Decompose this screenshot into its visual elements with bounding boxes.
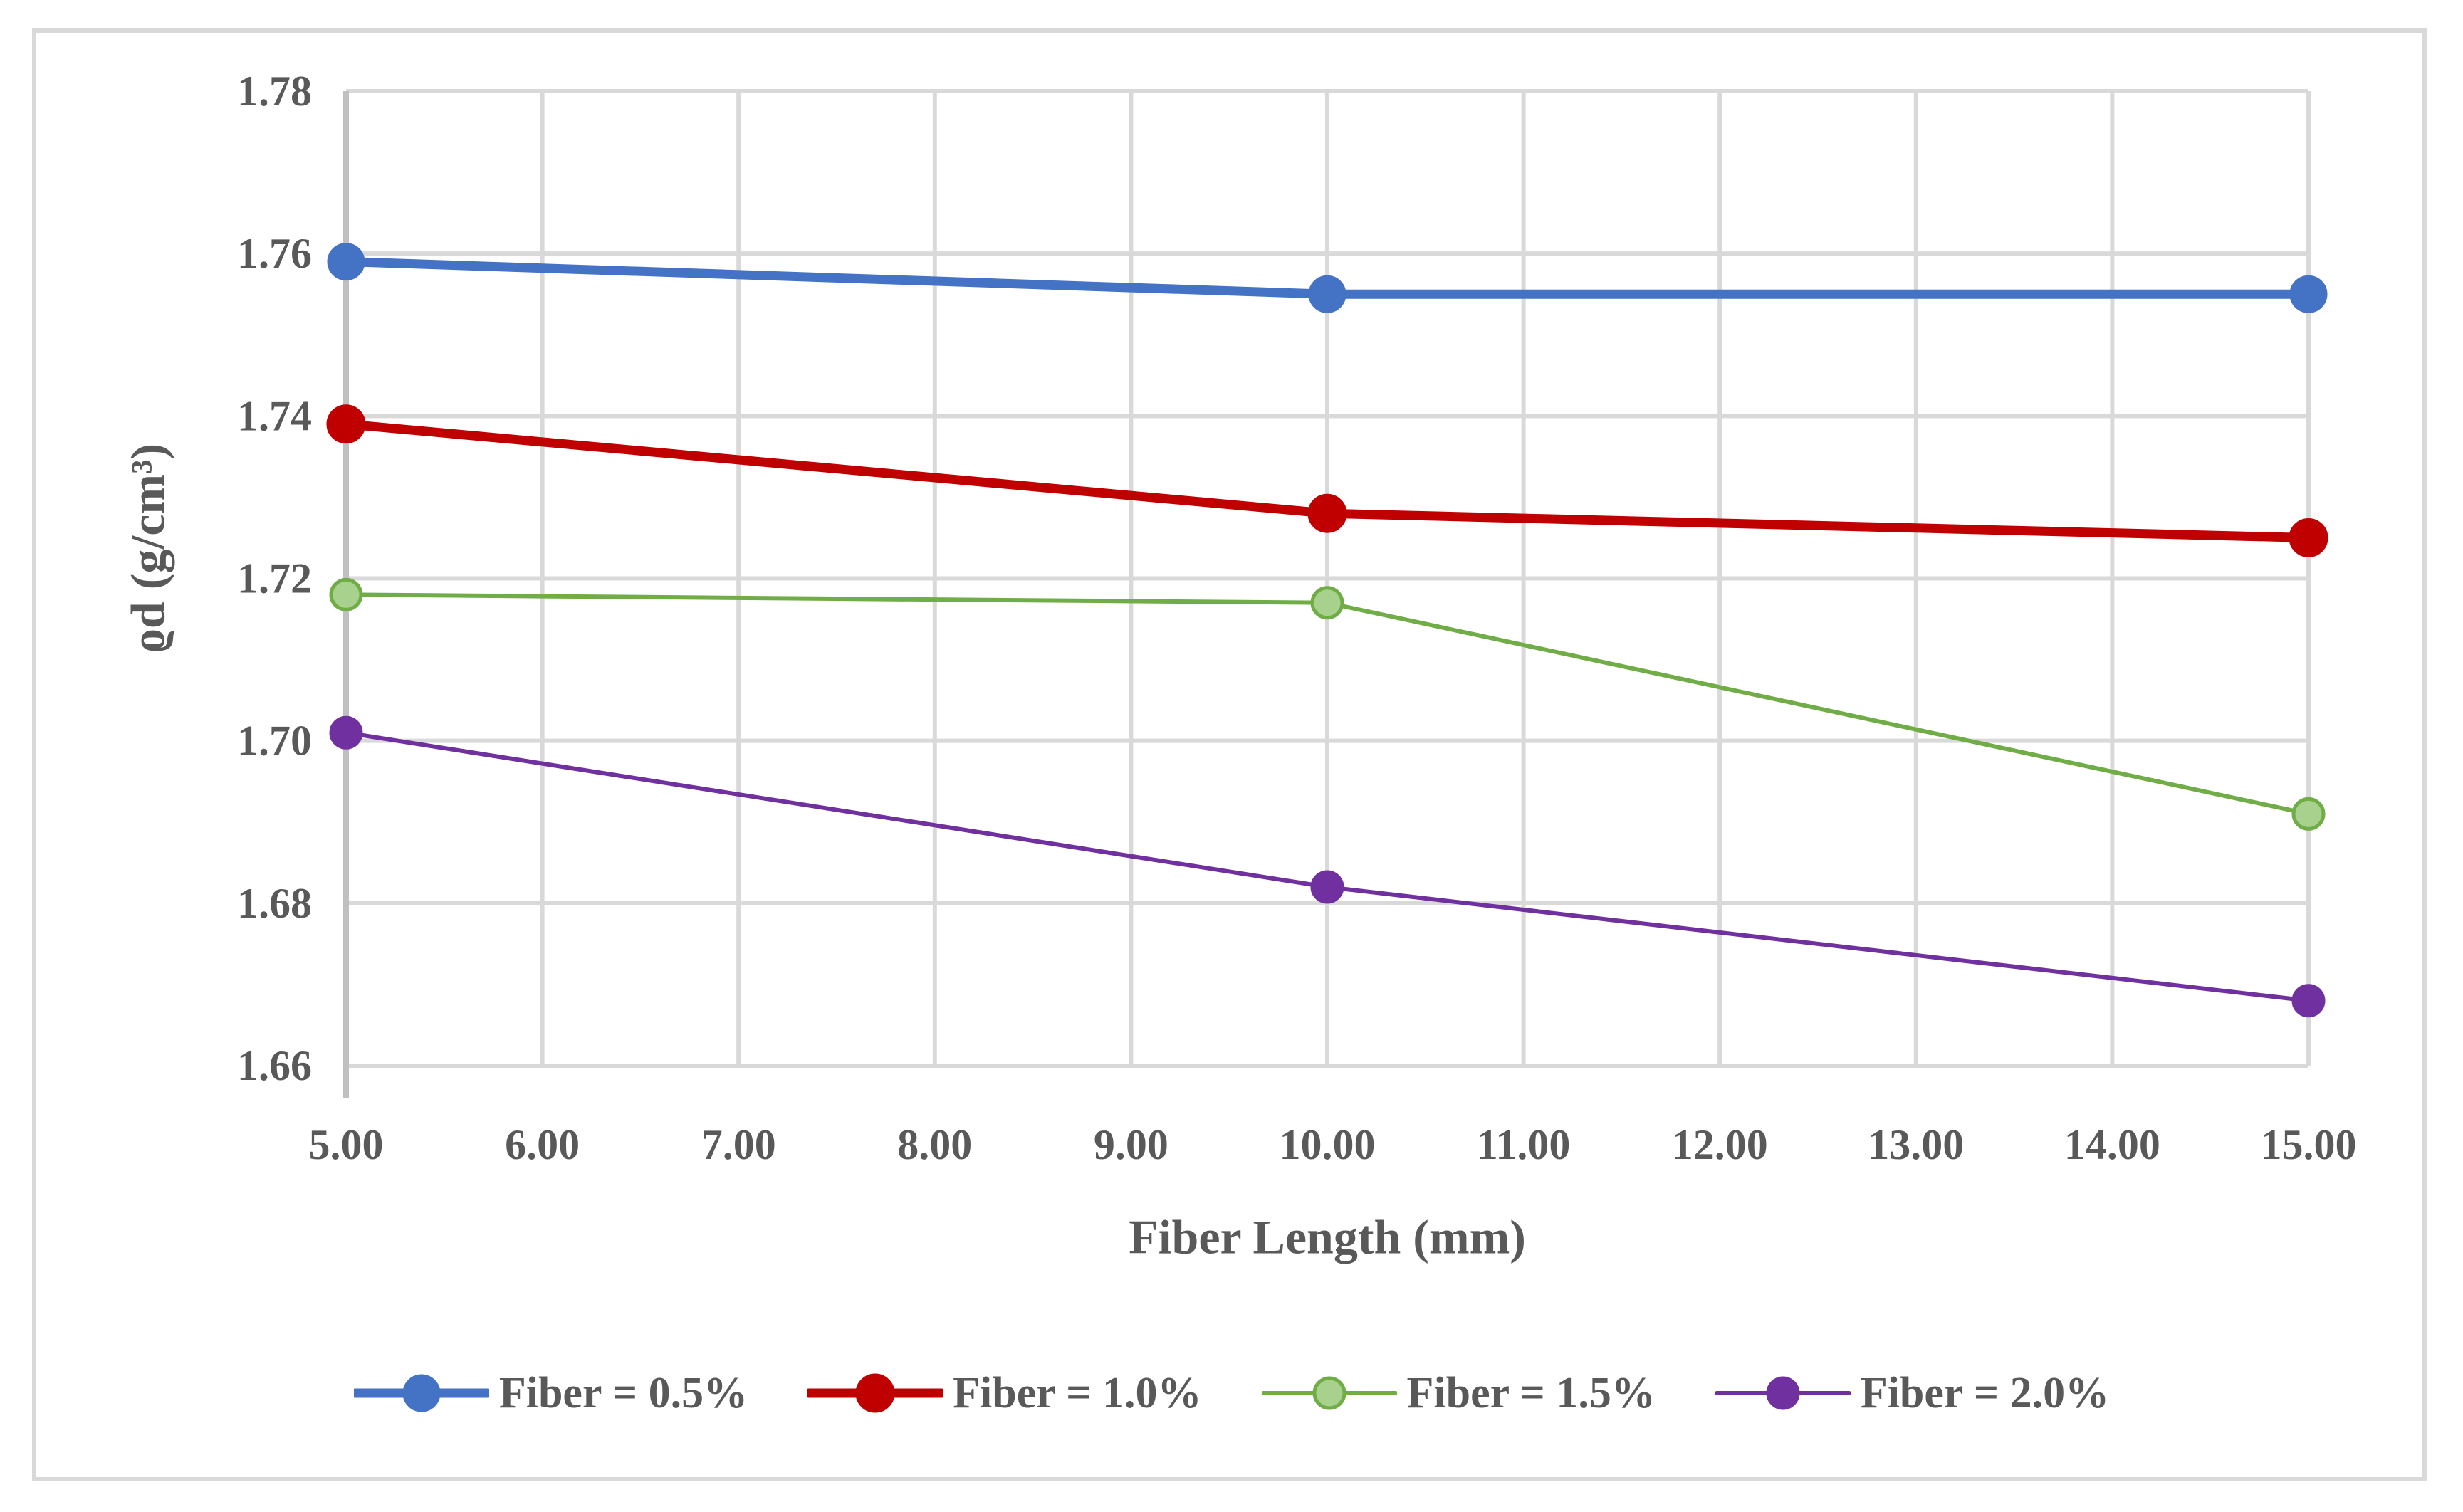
data-point-marker <box>2291 797 2326 831</box>
x-axis-tick-label: 10.00 <box>1280 1121 1376 1168</box>
data-point-marker <box>327 243 365 281</box>
x-axis-tick-label: 9.00 <box>1094 1121 1168 1168</box>
data-point-marker <box>329 577 363 611</box>
legend-label: Fiber = 2.0% <box>1860 1368 2110 1417</box>
x-axis-tick-label: 8.00 <box>897 1121 972 1168</box>
y-axis-tick-label: 1.72 <box>237 555 312 602</box>
data-point-marker <box>2289 275 2328 313</box>
data-point-marker <box>1307 493 1347 533</box>
x-axis-tick-label: 11.00 <box>1477 1121 1571 1168</box>
legend-marker-icon <box>353 1374 489 1412</box>
y-axis-tick-label: 1.74 <box>237 392 312 439</box>
legend: Fiber = 0.5% Fiber = 1.0% Fiber = 1.5% Fibe… <box>0 1347 2463 1439</box>
x-axis-tick-label: 14.00 <box>2064 1121 2160 1168</box>
legend-item: Fiber = 2.0% <box>1715 1368 2109 1419</box>
legend-marker-icon <box>1715 1376 1851 1410</box>
data-point-marker <box>2291 984 2326 1018</box>
y-axis-tick-label: 1.70 <box>237 718 312 765</box>
x-axis-tick-label: 6.00 <box>505 1121 580 1168</box>
legend-item: Fiber = 1.0% <box>807 1368 1202 1419</box>
data-point-marker <box>329 715 363 750</box>
x-axis-tick-label: 12.00 <box>1672 1121 1768 1168</box>
data-point-marker <box>1310 586 1344 620</box>
y-axis-tick-label: 1.78 <box>237 68 312 115</box>
legend-item: Fiber = 1.5% <box>1261 1368 1656 1419</box>
legend-label: Fiber = 1.5% <box>1406 1368 1656 1417</box>
legend-label: Fiber = 0.5% <box>498 1368 748 1417</box>
x-axis-tick-label: 13.00 <box>1868 1121 1964 1168</box>
legend-item: Fiber = 0.5% <box>353 1368 748 1419</box>
legend-marker-icon <box>1261 1376 1397 1410</box>
y-axis-tick-label: 1.66 <box>237 1042 312 1089</box>
data-point-marker <box>1310 870 1344 904</box>
data-point-marker <box>1308 275 1346 313</box>
y-axis-tick-label: 1.76 <box>237 230 312 277</box>
y-axis-tick-label: 1.68 <box>237 880 312 927</box>
data-point-marker <box>326 404 366 444</box>
legend-label: Fiber = 1.0% <box>953 1368 1202 1417</box>
x-axis-tick-label: 15.00 <box>2261 1121 2357 1168</box>
data-point-marker <box>2289 518 2328 557</box>
x-axis-tick-label: 7.00 <box>701 1121 776 1168</box>
x-axis-title: Fiber Length (mm) <box>1129 1209 1526 1264</box>
y-axis-title: ϱd (g/cm³) <box>120 443 175 653</box>
legend-marker-icon <box>807 1373 943 1413</box>
x-axis-tick-label: 5.00 <box>309 1121 384 1168</box>
